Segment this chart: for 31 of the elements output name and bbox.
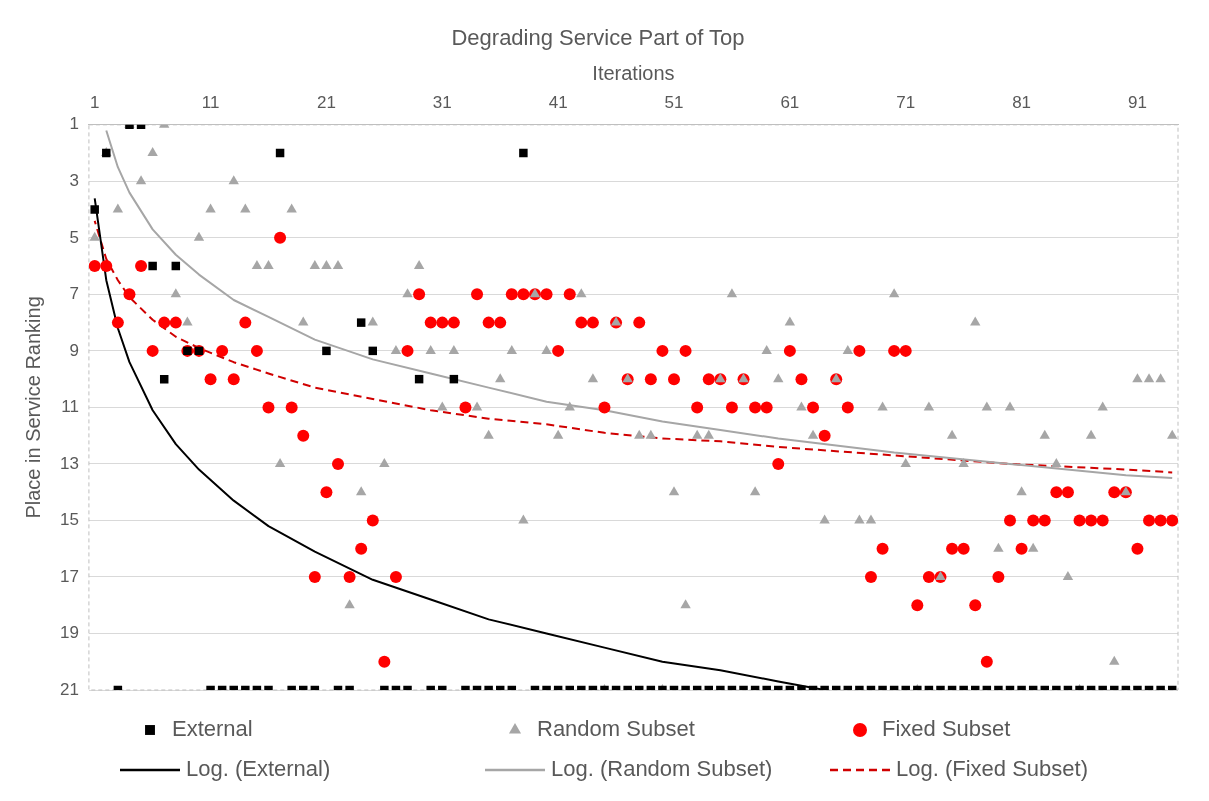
legend-label: Log. (External) bbox=[186, 756, 331, 782]
x-tick-label: 81 bbox=[1012, 93, 1032, 113]
x-axis-title: Iterations bbox=[592, 61, 675, 84]
x-tick-label: 51 bbox=[664, 93, 684, 113]
legend-label: Log. (Fixed Subset) bbox=[896, 756, 1088, 782]
legend-label: Fixed Subset bbox=[882, 716, 1011, 742]
x-tick-label: 21 bbox=[316, 93, 336, 113]
y-tick-label: 7 bbox=[69, 284, 79, 304]
chart-title: Degrading Service Part of Top bbox=[451, 25, 745, 51]
y-tick-label: 3 bbox=[69, 171, 79, 191]
x-tick-label: 31 bbox=[432, 93, 452, 113]
x-tick-label: 11 bbox=[201, 93, 220, 113]
y-tick-label: 19 bbox=[59, 623, 79, 643]
x-tick-label: 1 bbox=[89, 93, 100, 113]
y-tick-label: 1 bbox=[69, 114, 79, 134]
y-tick-label: 21 bbox=[59, 679, 79, 699]
legend-label: Log. (Random Subset) bbox=[551, 756, 773, 782]
y-tick-label: 13 bbox=[59, 453, 79, 473]
legend-label: Random Subset bbox=[537, 716, 695, 742]
x-tick-label: 91 bbox=[1127, 93, 1147, 113]
y-tick-label: 9 bbox=[69, 340, 79, 360]
y-tick-label: 15 bbox=[59, 510, 79, 530]
x-tick-label: 71 bbox=[896, 93, 916, 113]
x-tick-label: 61 bbox=[780, 93, 800, 113]
y-tick-label: 5 bbox=[69, 227, 79, 247]
y-tick-label: 11 bbox=[61, 397, 79, 417]
y-tick-label: 17 bbox=[59, 566, 79, 586]
y-axis-title: Place in Service Ranking bbox=[21, 296, 44, 519]
line-series bbox=[93, 219, 1174, 474]
legend-label: External bbox=[172, 716, 253, 742]
x-tick-label: 41 bbox=[548, 93, 568, 113]
